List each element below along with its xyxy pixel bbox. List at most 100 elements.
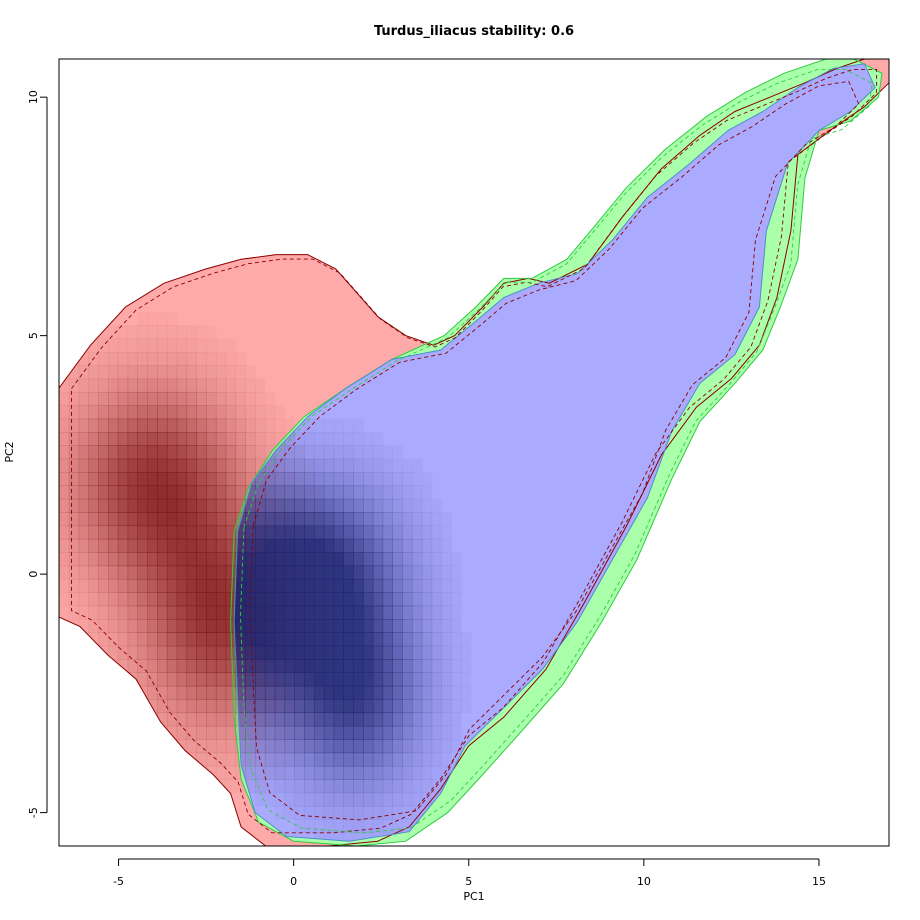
density-cell	[255, 538, 266, 553]
density-cell	[421, 552, 433, 567]
density-cell	[157, 338, 168, 353]
density-cell	[431, 552, 442, 567]
density-cell	[431, 565, 442, 580]
density-cell	[304, 445, 315, 460]
density-cell	[274, 725, 286, 740]
density-cell	[235, 699, 246, 714]
density-cell	[166, 472, 178, 487]
density-cell	[108, 672, 119, 687]
density-cell	[304, 592, 315, 607]
density-cell	[245, 699, 256, 714]
density-cell	[196, 458, 207, 473]
density-cell	[353, 472, 364, 487]
density-cell	[88, 605, 99, 620]
density-cell	[353, 578, 364, 593]
density-cell	[255, 512, 266, 527]
density-cell	[225, 432, 237, 446]
density-cell	[127, 391, 138, 406]
density-cell	[323, 605, 335, 620]
density-cell	[206, 498, 217, 513]
density-cell	[108, 645, 119, 660]
density-cell	[206, 619, 217, 633]
density-cell	[451, 725, 462, 740]
density-cell	[255, 739, 266, 754]
density-cell	[431, 592, 442, 607]
density-cell	[215, 699, 227, 714]
density-cell	[206, 725, 217, 740]
density-cell	[372, 685, 384, 700]
density-cell	[451, 605, 462, 620]
density-cell	[382, 779, 393, 794]
density-cell	[382, 739, 393, 754]
density-cell	[382, 805, 393, 820]
density-cell	[215, 552, 227, 567]
density-cell	[441, 592, 452, 607]
density-cell	[98, 405, 109, 420]
density-cell	[98, 418, 109, 433]
density-cell	[59, 512, 70, 527]
density-cell	[314, 592, 325, 607]
density-cell	[186, 418, 197, 433]
density-cell	[127, 365, 138, 380]
density-cell	[98, 605, 109, 620]
density-cell	[274, 458, 286, 473]
density-cell	[166, 712, 178, 727]
density-cell	[441, 632, 452, 647]
density-cell	[186, 391, 197, 406]
density-cell	[274, 445, 286, 460]
density-cell	[137, 485, 148, 500]
density-cell	[206, 685, 217, 700]
density-cell	[235, 418, 246, 433]
density-cell	[421, 699, 433, 714]
density-cell	[117, 592, 129, 607]
density-cell	[431, 619, 442, 633]
density-cell	[225, 565, 237, 580]
density-cell	[392, 578, 403, 593]
density-cell	[157, 365, 168, 380]
density-cell	[215, 338, 227, 353]
density-cell	[402, 512, 413, 527]
density-cell	[176, 565, 188, 580]
density-cell	[284, 792, 295, 807]
density-cell	[333, 792, 344, 807]
density-cell	[392, 605, 403, 620]
density-cell	[176, 432, 188, 446]
density-cell	[88, 619, 99, 633]
density-cell	[78, 365, 89, 380]
density-cell	[147, 552, 158, 567]
density-cell	[333, 779, 344, 794]
density-cell	[392, 632, 403, 647]
density-cell	[294, 725, 305, 740]
density-cell	[372, 525, 384, 540]
density-cell	[255, 605, 266, 620]
density-cell	[68, 538, 80, 553]
density-cell	[206, 338, 217, 353]
density-cell	[284, 725, 295, 740]
density-cell	[166, 325, 178, 340]
density-cell	[274, 552, 286, 567]
density-cell	[176, 525, 188, 540]
density-cell	[157, 472, 168, 487]
density-cell	[68, 578, 80, 593]
density-cell	[225, 472, 237, 487]
density-cell	[274, 739, 286, 754]
density-cell	[255, 779, 266, 794]
density-cell	[206, 578, 217, 593]
density-cell	[392, 725, 403, 740]
density-cell	[353, 819, 364, 834]
density-cell	[314, 645, 325, 660]
density-cell	[421, 592, 433, 607]
density-cell	[225, 712, 237, 727]
density-cell	[294, 739, 305, 754]
density-cell	[235, 739, 246, 754]
density-cell	[255, 699, 266, 714]
density-cell	[206, 472, 217, 487]
density-cell	[157, 739, 168, 754]
density-cell	[215, 605, 227, 620]
density-cell	[108, 578, 119, 593]
density-cell	[166, 739, 178, 754]
density-cell	[186, 485, 197, 500]
density-cell	[314, 659, 325, 673]
density-cell	[255, 659, 266, 673]
density-cell	[137, 525, 148, 540]
